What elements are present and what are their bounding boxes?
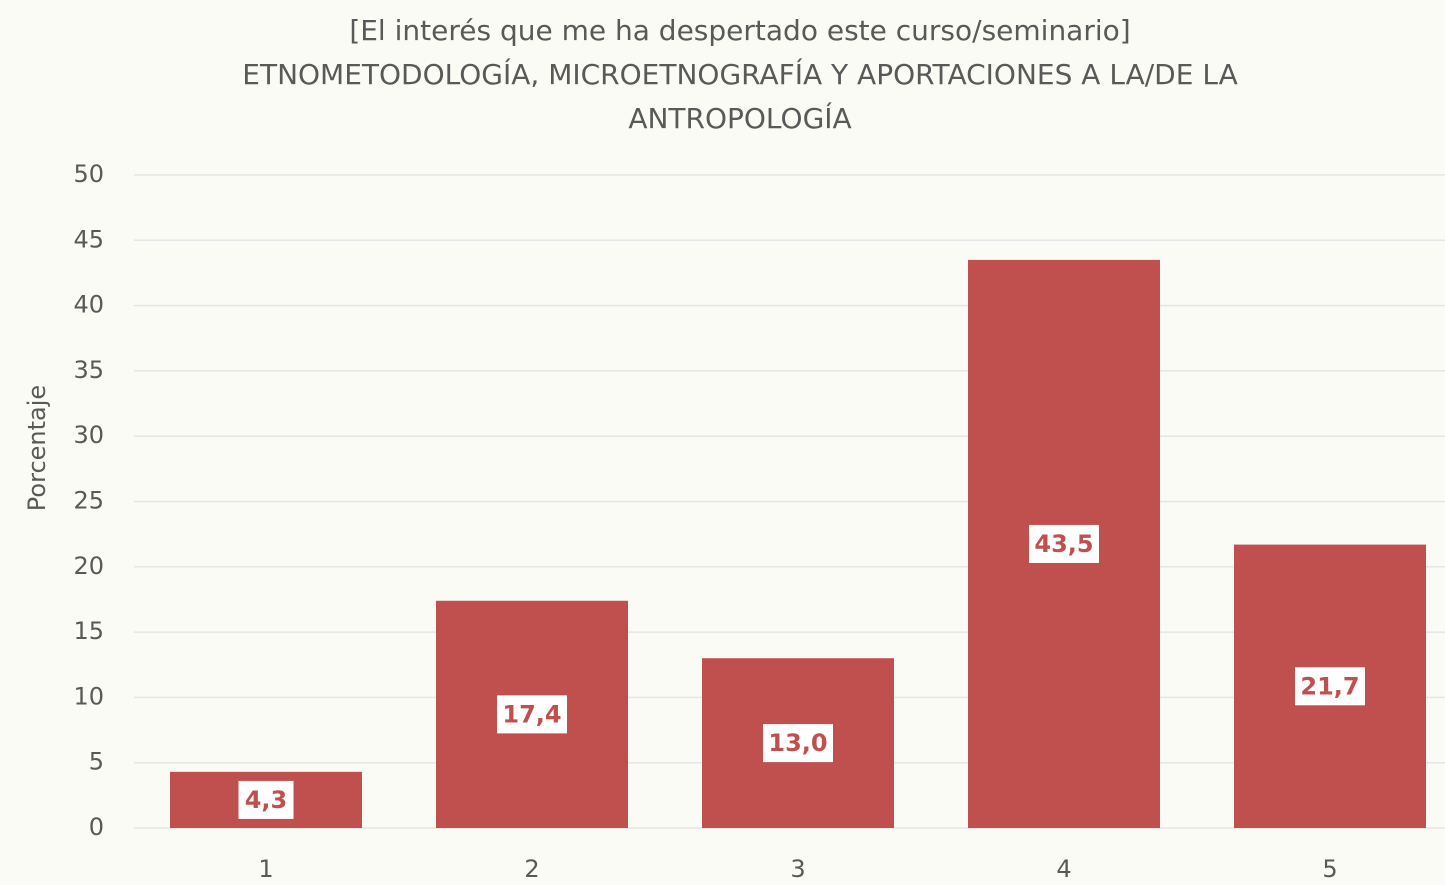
x-tick-label: 4 xyxy=(1056,855,1071,883)
x-tick-label: 3 xyxy=(790,855,805,883)
data-label: 4,3 xyxy=(245,786,288,814)
chart-title: ANTROPOLOGÍA xyxy=(628,101,851,135)
x-tick-label: 5 xyxy=(1322,855,1337,883)
data-label-box xyxy=(763,724,833,763)
x-tick-label: 2 xyxy=(524,855,539,883)
y-tick-label: 40 xyxy=(73,291,104,319)
chart-title: ETNOMETODOLOGÍA, MICROETNOGRAFÍA Y APORT… xyxy=(242,57,1237,91)
y-tick-label: 10 xyxy=(73,682,104,710)
data-label-box xyxy=(497,695,567,734)
y-tick-label: 20 xyxy=(73,552,104,580)
y-tick-label: 15 xyxy=(73,617,104,645)
data-label: 43,5 xyxy=(1034,530,1093,558)
y-tick-label: 50 xyxy=(73,160,104,188)
y-tick-label: 35 xyxy=(73,356,104,384)
chart-title: [El interés que me ha despertado este cu… xyxy=(349,14,1130,47)
x-tick-label: 1 xyxy=(258,855,273,883)
data-label: 21,7 xyxy=(1300,672,1359,700)
data-label: 13,0 xyxy=(768,729,827,757)
y-tick-label: 45 xyxy=(73,225,104,253)
data-label-box xyxy=(1029,524,1099,563)
y-axis-label: Porcentaje xyxy=(23,385,51,511)
y-tick-label: 5 xyxy=(89,748,104,776)
y-tick-label: 25 xyxy=(73,487,104,515)
data-label: 17,4 xyxy=(502,700,561,728)
data-label-box xyxy=(238,780,294,819)
y-tick-label: 0 xyxy=(89,813,104,841)
y-tick-label: 30 xyxy=(73,421,104,449)
data-label-box xyxy=(1295,667,1365,706)
